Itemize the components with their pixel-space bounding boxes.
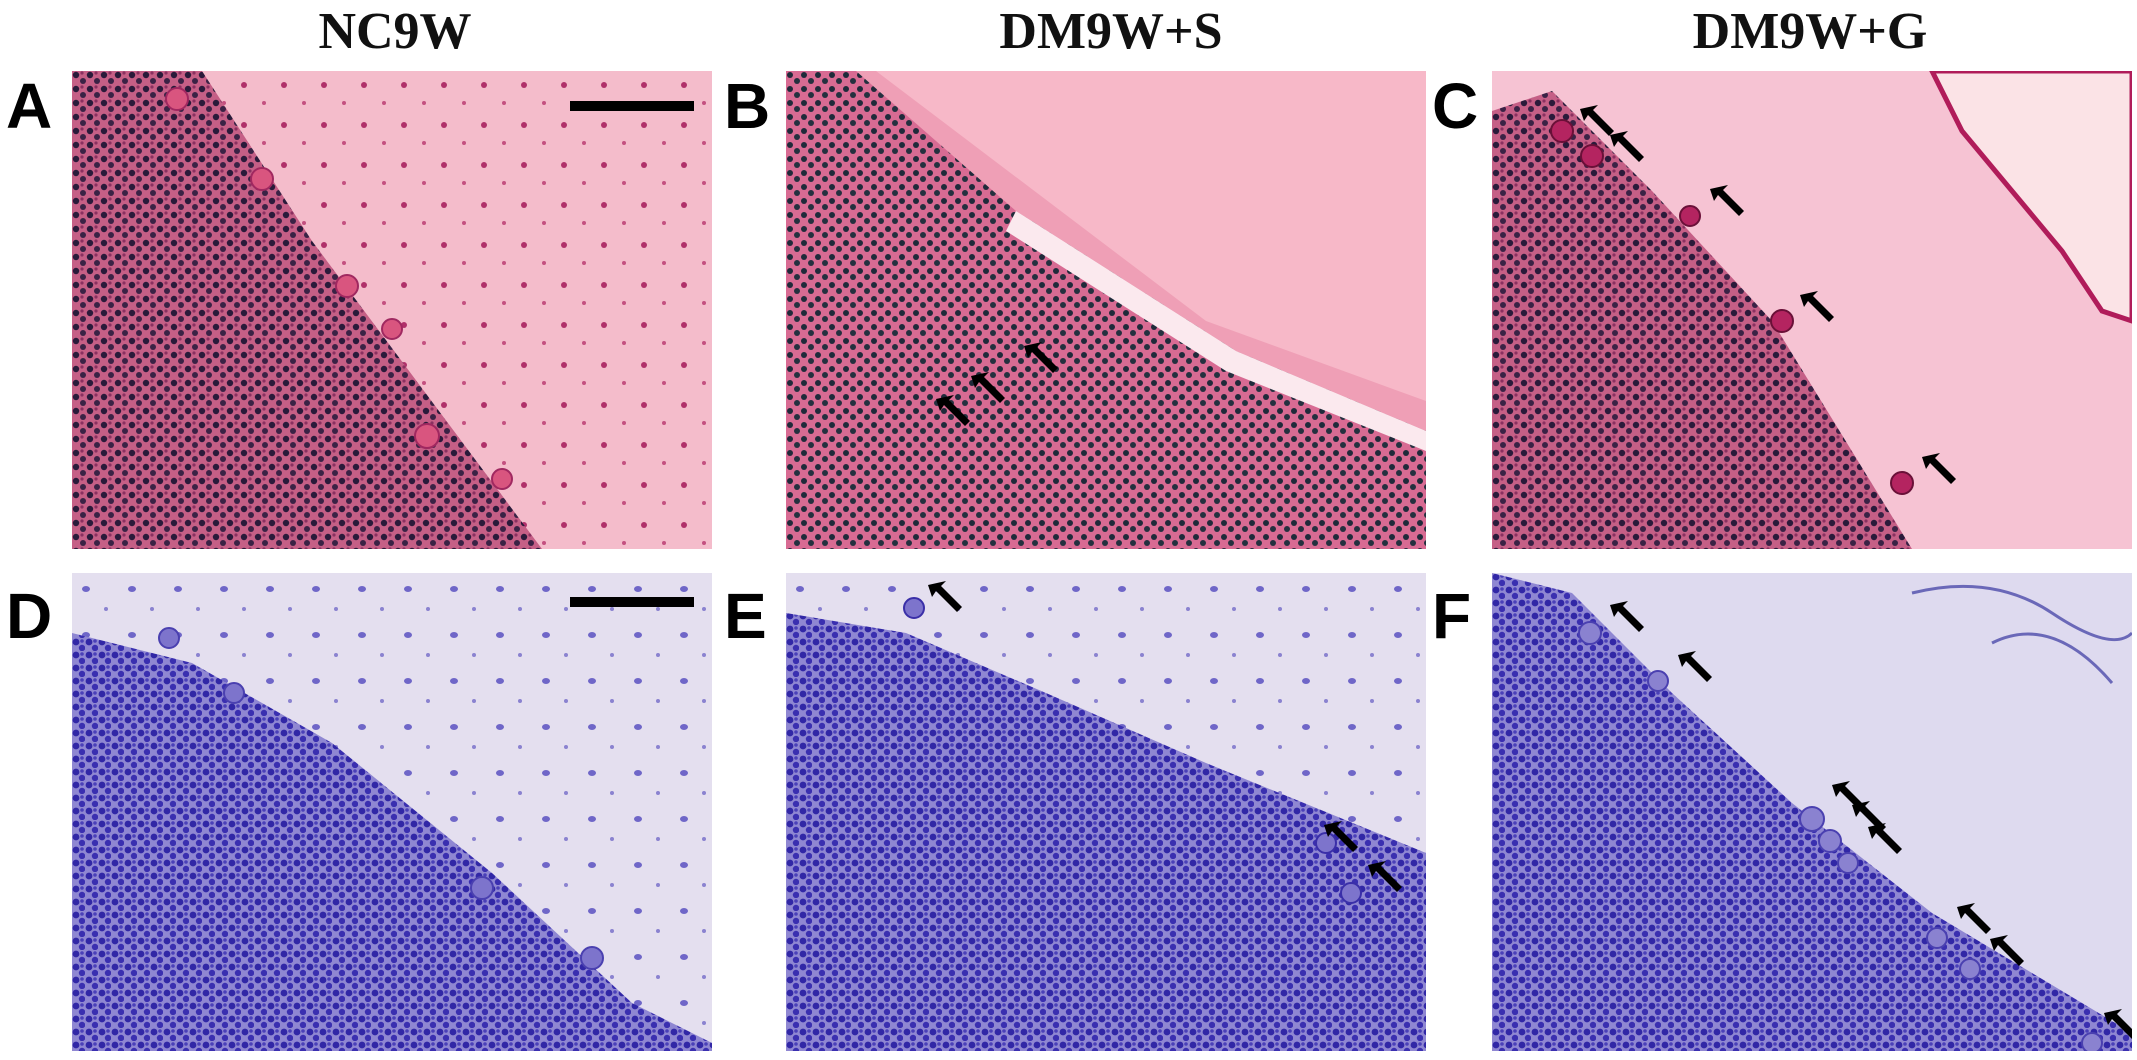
- panel-label: B: [724, 70, 771, 142]
- micrograph: [72, 573, 712, 1051]
- nissl-panel: [72, 573, 712, 1051]
- nissl-panel: [1492, 573, 2132, 1051]
- micrograph: [72, 71, 712, 549]
- micrograph: [1492, 71, 2132, 549]
- column-title: NC9W: [318, 3, 472, 60]
- panel-label: E: [724, 580, 767, 652]
- he-panel: [1492, 71, 2132, 549]
- column-title: DM9W+S: [999, 3, 1223, 60]
- column-title: DM9W+G: [1692, 3, 1928, 60]
- he-panel: [786, 71, 1426, 549]
- micrograph: [1492, 573, 2132, 1051]
- panel-label: F: [1432, 580, 1472, 652]
- panel-label: C: [1432, 70, 1479, 142]
- panel-label: D: [6, 580, 53, 652]
- micrograph: [786, 573, 1426, 1051]
- panel-label: A: [6, 70, 53, 142]
- micrograph: [786, 71, 1426, 549]
- nissl-panel: [786, 573, 1426, 1051]
- he-panel: [72, 71, 712, 549]
